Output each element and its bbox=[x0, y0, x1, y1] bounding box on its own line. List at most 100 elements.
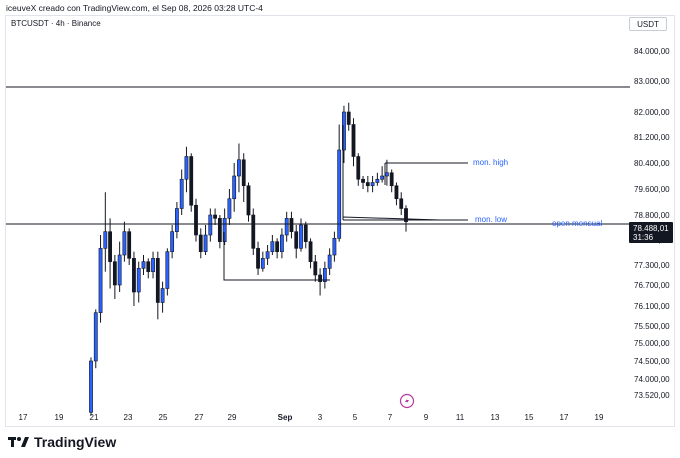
candle-body bbox=[303, 224, 308, 242]
candle bbox=[98, 235, 103, 323]
candle-body bbox=[179, 178, 184, 209]
candle-body bbox=[322, 268, 327, 282]
brand-name: TradingView bbox=[34, 434, 117, 450]
currency-button[interactable]: USDT bbox=[629, 17, 667, 31]
candle-body bbox=[394, 185, 399, 200]
y-tick-label: 83.000,00 bbox=[634, 77, 670, 86]
candle bbox=[303, 221, 308, 249]
candle-body bbox=[346, 111, 351, 125]
candle bbox=[208, 208, 213, 242]
current-price-value: 78.488,01 bbox=[633, 224, 669, 233]
candle-body bbox=[251, 214, 256, 249]
candle-body bbox=[232, 175, 237, 200]
candle-body bbox=[127, 231, 132, 259]
candle-body bbox=[198, 234, 203, 252]
y-tick-label: 77.300,00 bbox=[634, 261, 670, 270]
candle bbox=[184, 146, 189, 193]
x-tick-label: 13 bbox=[491, 413, 500, 422]
candle bbox=[265, 245, 270, 265]
candle bbox=[346, 102, 351, 131]
y-tick-label: 84.000,00 bbox=[634, 47, 670, 56]
candle-body bbox=[194, 204, 198, 236]
candle bbox=[232, 163, 237, 212]
candle bbox=[313, 255, 318, 282]
candle-body bbox=[227, 198, 232, 219]
candle bbox=[198, 228, 203, 259]
candle-body bbox=[132, 258, 136, 293]
candle-body bbox=[375, 178, 380, 183]
candle-body bbox=[175, 208, 179, 232]
candle-body bbox=[160, 288, 165, 303]
candle bbox=[318, 268, 322, 296]
candle-body bbox=[246, 185, 251, 216]
candle-body bbox=[289, 218, 294, 232]
candle bbox=[327, 248, 332, 275]
x-tick-label: 15 bbox=[525, 413, 534, 422]
candle-body bbox=[155, 258, 160, 303]
candle-body bbox=[108, 231, 112, 262]
candle bbox=[332, 231, 337, 262]
candle-body bbox=[146, 261, 151, 272]
y-tick-label: 74.500,00 bbox=[634, 357, 670, 366]
candle-body bbox=[117, 254, 122, 286]
candle bbox=[141, 255, 146, 275]
candle bbox=[270, 235, 275, 255]
x-tick-label: 3 bbox=[318, 413, 323, 422]
lines-layer: mon. high mon. low open mensual bbox=[6, 86, 630, 281]
x-tick-label: 27 bbox=[195, 413, 204, 422]
x-tick-label: Sep bbox=[278, 413, 293, 422]
candle bbox=[375, 172, 380, 186]
candle-body bbox=[170, 231, 175, 252]
candle bbox=[151, 251, 155, 279]
candle bbox=[213, 208, 217, 225]
candle bbox=[136, 261, 141, 303]
candle bbox=[308, 238, 313, 269]
candle bbox=[179, 169, 184, 215]
symbol-label: BTCUSDT · 4h · Binance bbox=[11, 19, 101, 28]
candle-body bbox=[141, 261, 146, 269]
candle-body bbox=[294, 231, 299, 249]
candle-body bbox=[189, 156, 194, 206]
candle-body bbox=[351, 124, 356, 157]
candle bbox=[365, 176, 370, 193]
candle bbox=[89, 357, 93, 416]
candle bbox=[241, 153, 246, 202]
y-tick-label: 73.520,00 bbox=[634, 391, 670, 400]
candle-body bbox=[89, 360, 93, 413]
candle-body bbox=[284, 218, 289, 236]
candle bbox=[237, 143, 241, 193]
lightning-icon[interactable] bbox=[399, 393, 415, 409]
y-tick-label: 76.700,00 bbox=[634, 281, 670, 290]
candle bbox=[370, 176, 375, 193]
candle-body bbox=[241, 159, 246, 187]
x-tick-label: 25 bbox=[159, 413, 168, 422]
chart-frame[interactable] bbox=[5, 15, 675, 427]
candle-body bbox=[222, 218, 227, 242]
candle-body bbox=[318, 274, 322, 282]
y-tick-label: 79.600,00 bbox=[634, 185, 670, 194]
x-tick-label: 5 bbox=[353, 413, 358, 422]
candle-body bbox=[98, 248, 103, 313]
candle bbox=[127, 228, 132, 265]
candle bbox=[203, 225, 208, 255]
x-tick-label: 7 bbox=[388, 413, 393, 422]
x-tick-label: 21 bbox=[90, 413, 99, 422]
y-tick-label: 75.000,00 bbox=[634, 339, 670, 348]
x-tick-label: 29 bbox=[228, 413, 237, 422]
candle-body bbox=[112, 261, 117, 286]
candle bbox=[222, 208, 227, 245]
candle bbox=[93, 309, 98, 369]
mon-low-label: mon. low bbox=[475, 215, 507, 224]
candle-body bbox=[365, 182, 370, 187]
countdown-value: 31:36 bbox=[633, 233, 654, 242]
candle-body bbox=[389, 172, 394, 187]
candle bbox=[217, 215, 222, 249]
candle bbox=[122, 221, 127, 262]
candle bbox=[227, 189, 232, 225]
candle bbox=[170, 225, 175, 259]
candle bbox=[322, 261, 327, 289]
y-tick-label: 82.000,00 bbox=[634, 108, 670, 117]
candle bbox=[256, 241, 260, 275]
